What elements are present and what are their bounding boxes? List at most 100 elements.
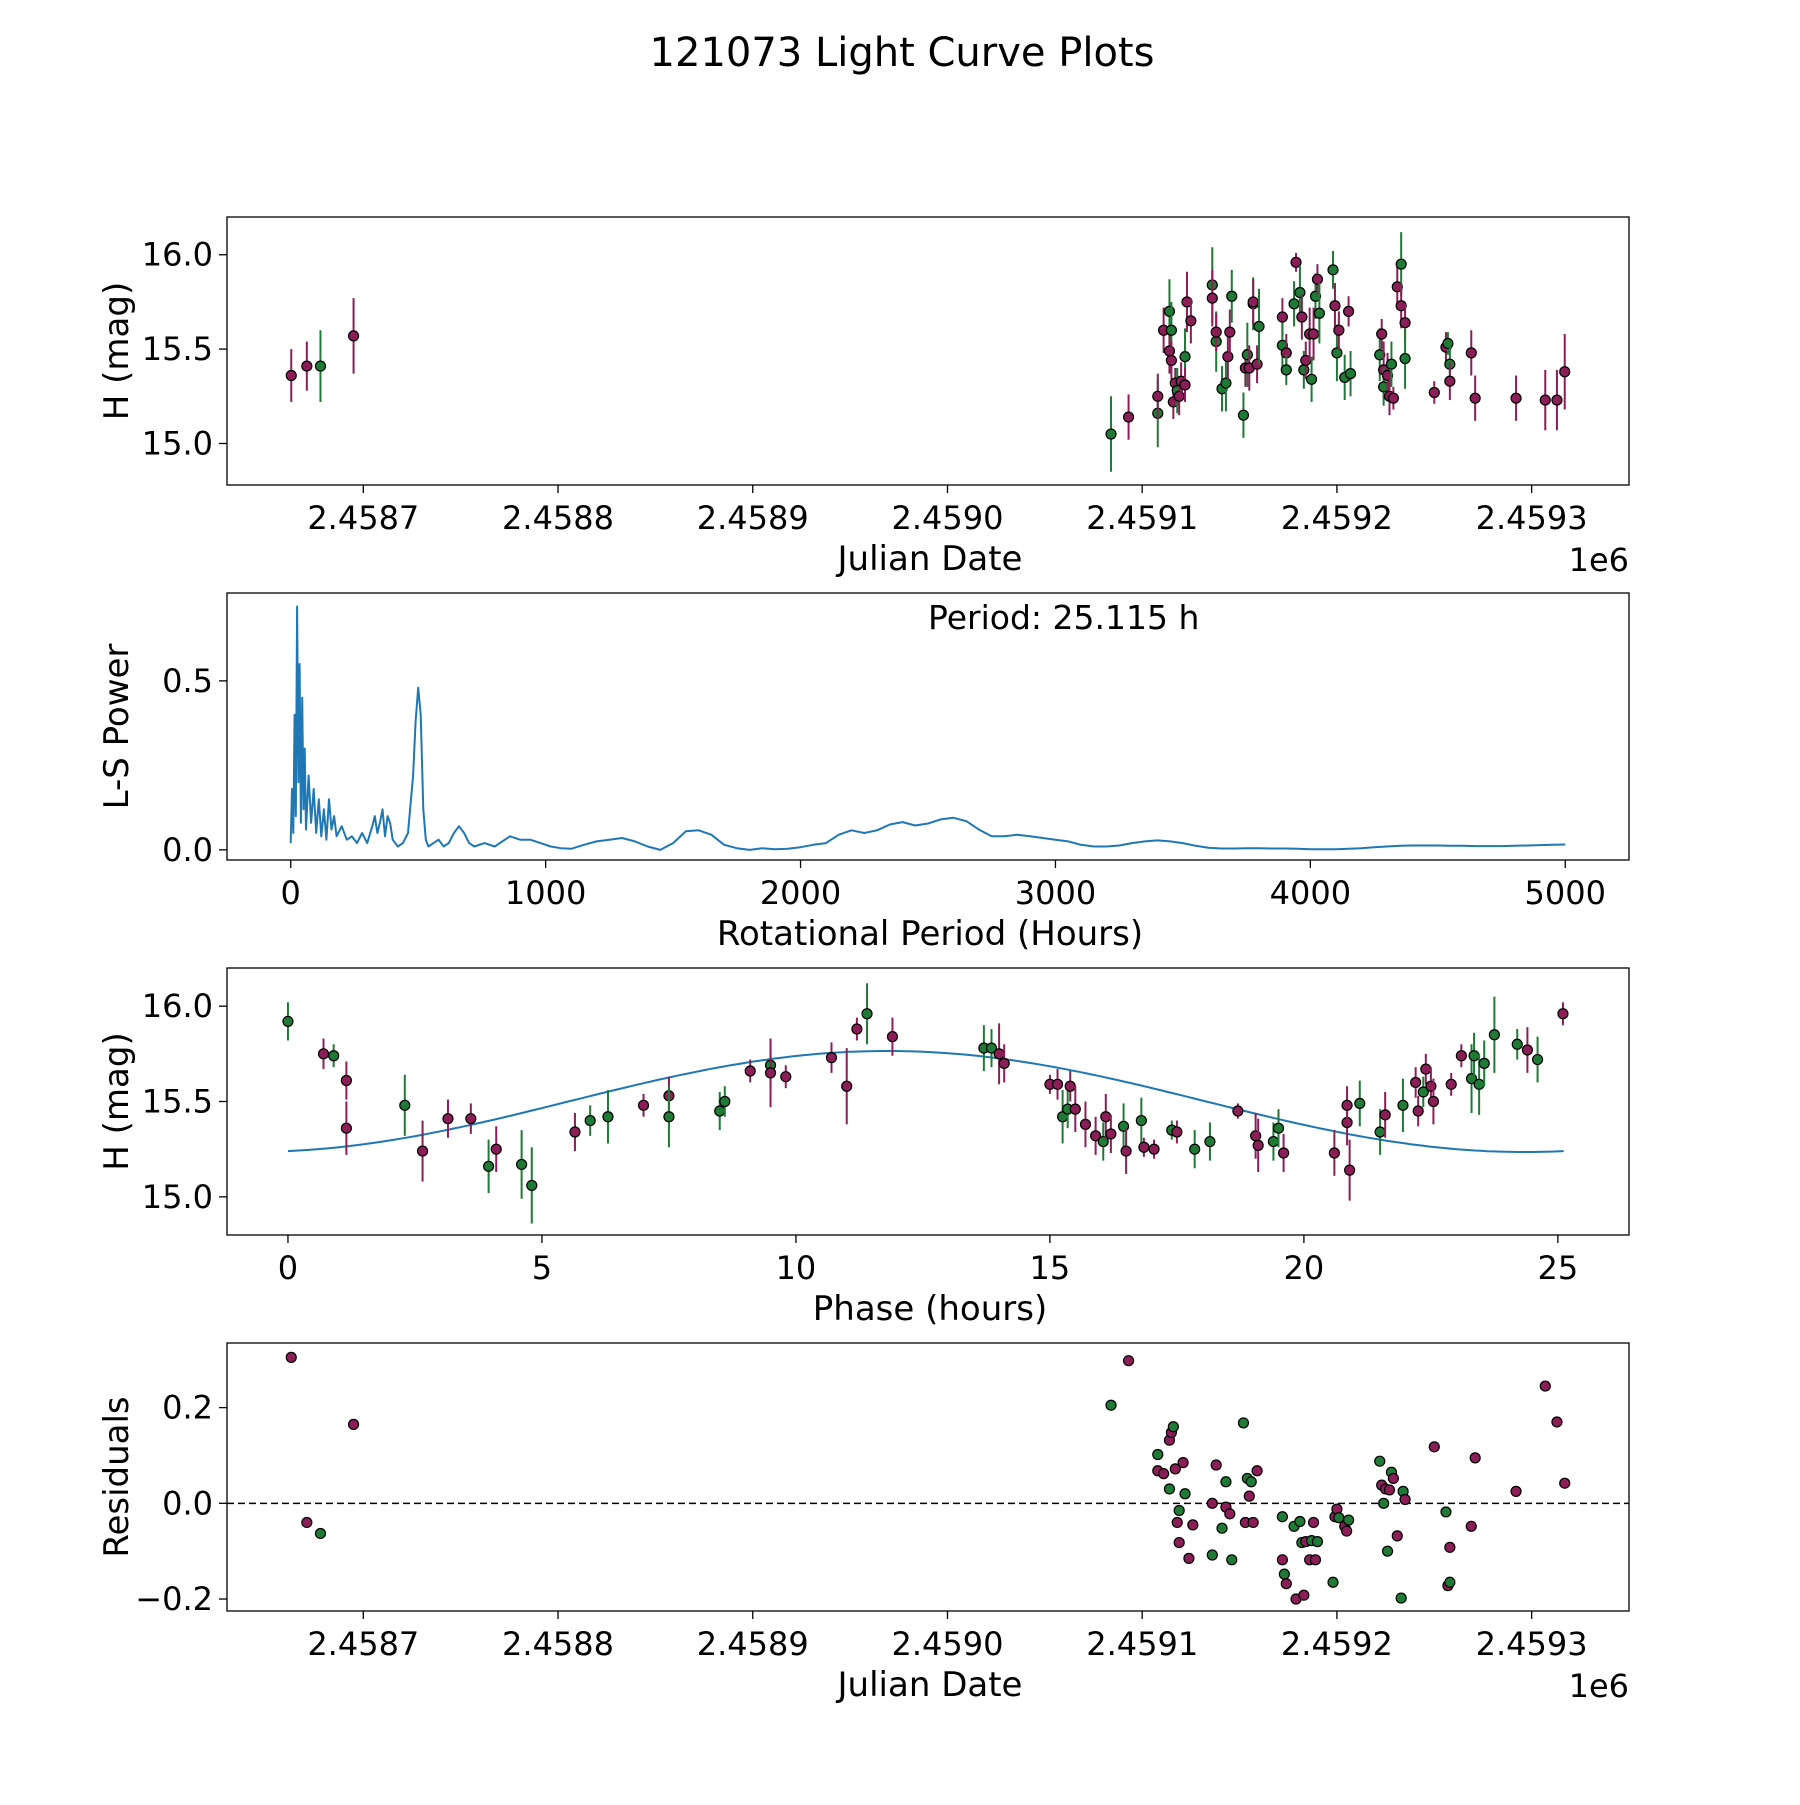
data-point	[340, 1074, 352, 1087]
data-point	[1465, 1520, 1477, 1532]
x-tick-label: 2.4593	[1476, 499, 1588, 537]
data-point	[1189, 1143, 1201, 1155]
data-point	[1385, 358, 1398, 370]
data-point	[347, 330, 360, 342]
data-point	[1163, 1483, 1176, 1495]
data-point	[1298, 1589, 1310, 1601]
data-point	[1333, 324, 1345, 336]
axes-frame	[226, 216, 1630, 486]
x-axis-label: Julian Date	[836, 1665, 1023, 1705]
data-point	[1473, 1078, 1485, 1090]
panel-data-layer	[282, 983, 1569, 1224]
period-annotation: Period: 25.115 h	[928, 598, 1199, 637]
data-point	[1379, 1109, 1391, 1121]
data-point	[1100, 1111, 1112, 1123]
data-point	[399, 1099, 411, 1111]
data-point	[1327, 1576, 1339, 1588]
x-tick-label: 2.4589	[697, 499, 809, 537]
data-point	[340, 1122, 352, 1134]
panel-periodogram: 0 1000 2000 3000 4000 5000 0.0 0.5 Rotational Pe…	[97, 592, 1630, 954]
data-point	[1105, 1399, 1117, 1411]
data-point	[1539, 1380, 1551, 1392]
data-point	[1551, 394, 1563, 406]
x-tick-label: 2.4592	[1281, 499, 1393, 537]
data-point	[1090, 1130, 1102, 1142]
data-point	[1206, 292, 1218, 304]
data-point	[602, 1111, 614, 1123]
data-point	[1478, 1057, 1490, 1069]
data-point	[1243, 1490, 1255, 1502]
data-point	[1173, 390, 1185, 402]
data-point	[1204, 1135, 1216, 1148]
data-point	[1391, 1530, 1403, 1542]
data-point	[1469, 392, 1481, 404]
data-point	[1079, 1118, 1092, 1130]
x-tick-label: 2.4590	[891, 1625, 1003, 1663]
data-point	[1226, 290, 1238, 302]
data-point	[1440, 1506, 1452, 1518]
data-point	[1216, 1522, 1228, 1534]
x-tick-label: 4000	[1270, 874, 1351, 912]
data-point	[1251, 358, 1263, 370]
data-point	[637, 1099, 650, 1111]
x-tick-label: 2.4591	[1086, 499, 1198, 537]
x-tick-label: 2.4589	[697, 1625, 809, 1663]
data-point	[1181, 296, 1193, 308]
data-point	[1226, 1554, 1238, 1566]
data-point	[1341, 1099, 1353, 1111]
data-point	[1165, 354, 1178, 367]
data-point	[1399, 317, 1411, 329]
data-point	[1539, 394, 1551, 406]
data-point	[1559, 1477, 1571, 1489]
x-axis-label: Julian Date	[836, 539, 1023, 579]
data-point	[1510, 1485, 1522, 1497]
data-point	[1444, 375, 1456, 387]
data-point	[1288, 298, 1300, 310]
x-tick-label: 2.4588	[502, 1625, 614, 1663]
y-tick-label: 0.0	[162, 1484, 213, 1522]
data-point	[1399, 352, 1411, 365]
data-point	[1428, 386, 1440, 399]
panel-light-curve: 2.4587 2.4588 2.4589 2.4590 2.4591 2.4592 2.45…	[97, 216, 1630, 579]
data-point	[282, 1015, 294, 1028]
data-point	[1531, 1053, 1544, 1066]
data-point	[1138, 1141, 1150, 1153]
data-point	[1511, 1038, 1523, 1050]
data-point	[1296, 311, 1308, 323]
data-point	[1444, 1576, 1456, 1588]
data-point	[764, 1067, 777, 1079]
data-point	[1179, 1488, 1191, 1500]
data-point	[526, 1179, 538, 1192]
data-point	[1455, 1050, 1467, 1062]
data-point	[998, 1057, 1010, 1069]
data-point	[1387, 1472, 1399, 1485]
data-point	[317, 1048, 330, 1060]
data-point	[1276, 1511, 1288, 1523]
data-point	[1395, 258, 1407, 270]
data-point	[1344, 1164, 1356, 1176]
data-point	[1290, 256, 1302, 268]
data-point	[1237, 409, 1250, 421]
data-point	[1232, 1105, 1244, 1117]
y-tick-label: 15.0	[142, 1178, 213, 1216]
periodogram-line	[289, 605, 1566, 851]
data-point	[1152, 390, 1164, 402]
data-point	[1391, 281, 1403, 293]
data-point	[1064, 1080, 1076, 1092]
data-point	[1069, 1103, 1081, 1115]
data-point	[1105, 428, 1117, 440]
x-axis-offset-label: 1e6	[1569, 541, 1629, 579]
data-point	[744, 1065, 756, 1077]
data-point	[1245, 1476, 1257, 1488]
y-tick-label: 0.0	[162, 831, 213, 869]
data-point	[465, 1113, 477, 1125]
data-point	[1120, 1145, 1132, 1157]
data-point	[1173, 1536, 1185, 1549]
data-point	[1158, 1468, 1170, 1480]
data-point	[1311, 1536, 1324, 1548]
data-point	[1220, 377, 1232, 389]
data-point	[1445, 1078, 1457, 1090]
data-point	[1469, 1452, 1481, 1464]
